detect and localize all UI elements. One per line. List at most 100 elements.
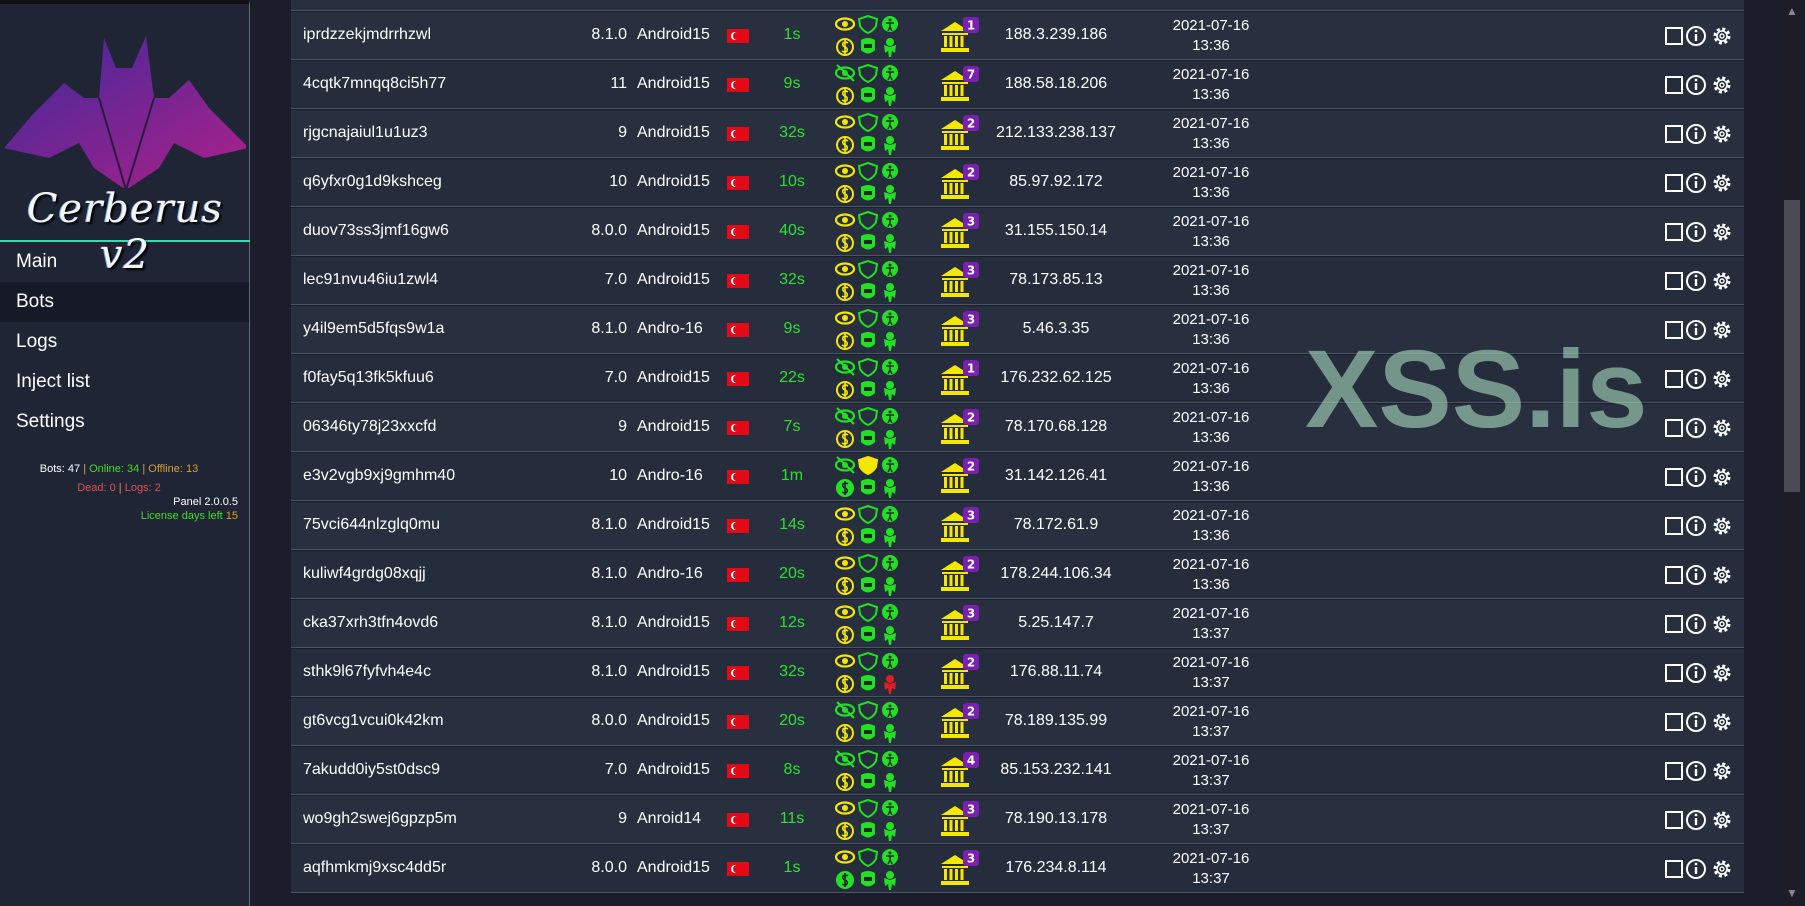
bank-icon[interactable]: 1 xyxy=(939,17,983,55)
accessibility-icon xyxy=(882,702,898,718)
bot-id[interactable]: cka37xrh3tfn4ovd6 xyxy=(303,614,439,631)
table-row[interactable]: kuliwf4grdg08xqjj 8.1.0 Andro-16 20s 2 1… xyxy=(291,551,1744,599)
nav-inject-list[interactable]: Inject list xyxy=(16,371,90,392)
bot-id[interactable]: f0fay5q13fk5kfuu6 xyxy=(303,369,434,386)
bot-id[interactable]: 75vci644nlzglq0mu xyxy=(303,516,440,533)
bank-icon[interactable]: 3 xyxy=(939,850,983,888)
bot-id[interactable]: iprdzzekjmdrrhzwl xyxy=(303,26,432,43)
bank-icon[interactable]: 1 xyxy=(939,360,983,398)
bank-icon[interactable]: 3 xyxy=(939,213,983,251)
bank-count: 2 xyxy=(967,411,975,425)
shield-icon xyxy=(857,259,879,280)
gear-icon xyxy=(1713,762,1731,780)
eye-icon xyxy=(834,17,856,31)
registered-date: 2021-07-16 13:36 xyxy=(1136,114,1286,154)
bot-id[interactable]: wo9gh2swej6gpzp5m xyxy=(303,810,457,827)
bank-icon[interactable]: 4 xyxy=(939,752,983,790)
bot-id[interactable]: 4cqtk7mnqq8ci5h77 xyxy=(303,75,447,92)
bot-id[interactable]: aqfhmkmj9xsc4dd5r xyxy=(303,859,447,876)
nav-logs[interactable]: Logs xyxy=(16,331,58,352)
bank-icon[interactable]: 2 xyxy=(939,458,983,496)
accessibility-icon xyxy=(882,408,898,424)
bank-icon[interactable]: 2 xyxy=(939,556,983,594)
bot-id[interactable]: e3v2vgb9xj9gmhm40 xyxy=(303,467,456,484)
bot-id[interactable]: lec91nvu46iu1zwl4 xyxy=(303,271,439,288)
android-version: 8.1.0 xyxy=(591,516,627,533)
bank-count: 2 xyxy=(967,558,975,572)
ip-address: 188.58.18.206 xyxy=(1004,75,1108,92)
select-checkbox xyxy=(1665,174,1683,192)
os-tag: Android15 xyxy=(637,271,710,288)
status-icons xyxy=(834,161,905,206)
table-row[interactable]: 06346ty78j23xxcfd 9 Android15 7s 2 78.17… xyxy=(291,404,1744,452)
table-row-partial xyxy=(291,0,1744,11)
shield-icon xyxy=(857,749,879,770)
table-row[interactable]: f0fay5q13fk5kfuu6 7.0 Android15 22s 1 17… xyxy=(291,355,1744,403)
stat-dead: Dead: 0 xyxy=(77,482,116,494)
table-row[interactable]: lec91nvu46iu1zwl4 7.0 Android15 32s 3 78… xyxy=(291,257,1744,305)
table-row[interactable]: sthk9l67fyfvh4e4c 8.1.0 Android15 32s 2 … xyxy=(291,649,1744,697)
select-checkbox xyxy=(1665,125,1683,143)
table-row[interactable]: rjgcnajaiul1u1uz3 9 Android15 32s 2 212.… xyxy=(291,110,1744,158)
bank-count: 3 xyxy=(967,313,975,327)
scroll-up-icon[interactable]: ▲ xyxy=(1786,4,1798,18)
bot-id[interactable]: duov73ss3jmf16gw6 xyxy=(303,222,449,239)
bot-id[interactable]: rjgcnajaiul1u1uz3 xyxy=(303,124,428,141)
nav-main[interactable]: Main xyxy=(16,251,58,272)
bank-icon[interactable]: 7 xyxy=(939,66,983,104)
registered-date: 2021-07-16 13:37 xyxy=(1136,653,1286,693)
table-row[interactable]: duov73ss3jmf16gw6 8.0.0 Android15 40s 3 … xyxy=(291,208,1744,256)
scrollbar-thumb[interactable] xyxy=(1784,200,1800,492)
gear-icon xyxy=(1713,566,1731,584)
logo: Cerberus v2 xyxy=(0,8,250,278)
table-row[interactable]: wo9gh2swej6gpzp5m 9 Anroid14 11s 3 78.19… xyxy=(291,796,1744,844)
table-row[interactable]: gt6vcg1vcui0k42km 8.0.0 Android15 20s 2 … xyxy=(291,698,1744,746)
bot-id[interactable]: gt6vcg1vcui0k42km xyxy=(303,712,444,729)
table-row[interactable]: 4cqtk7mnqq8ci5h77 11 Android15 9s 7 188.… xyxy=(291,61,1744,109)
last-seen: 22s xyxy=(779,369,805,386)
last-seen: 1s xyxy=(783,26,801,43)
nav-bots[interactable]: Bots xyxy=(0,282,249,322)
bank-icon[interactable]: 3 xyxy=(939,507,983,545)
bot-id[interactable]: kuliwf4grdg08xqjj xyxy=(303,565,426,582)
bank-icon[interactable]: 3 xyxy=(939,311,983,349)
info-icon xyxy=(1686,467,1706,487)
bot-id[interactable]: 06346ty78j23xxcfd xyxy=(303,418,437,435)
registered-date: 2021-07-16 13:36 xyxy=(1136,555,1286,595)
nav-settings[interactable]: Settings xyxy=(16,411,85,432)
bank-count: 7 xyxy=(967,68,975,82)
bank-icon[interactable]: 2 xyxy=(939,703,983,741)
table-row[interactable]: 7akudd0iy5st0dsc9 7.0 Android15 8s 4 85.… xyxy=(291,747,1744,795)
bank-icon[interactable]: 2 xyxy=(939,409,983,447)
bot-id[interactable]: y4il9em5d5fqs9w1a xyxy=(303,320,445,337)
table-row[interactable]: 75vci644nlzglq0mu 8.1.0 Android15 14s 3 … xyxy=(291,502,1744,550)
dollar-icon xyxy=(836,479,854,497)
table-row[interactable]: y4il9em5d5fqs9w1a 8.1.0 Andro-16 9s 3 5.… xyxy=(291,306,1744,354)
status-icons xyxy=(834,847,905,892)
dollar-icon xyxy=(836,773,854,791)
bank-count: 3 xyxy=(967,803,975,817)
accessibility-icon xyxy=(882,163,898,179)
bot-id[interactable]: sthk9l67fyfvh4e4c xyxy=(303,663,432,680)
bank-icon[interactable]: 2 xyxy=(939,115,983,153)
bank-icon[interactable]: 3 xyxy=(939,605,983,643)
bot-id[interactable]: q6yfxr0g1d9kshceg xyxy=(303,173,442,190)
table-row[interactable]: iprdzzekjmdrrhzwl 8.1.0 Android15 1s 1 1… xyxy=(291,12,1744,60)
bank-icon[interactable]: 2 xyxy=(939,654,983,692)
gear-icon xyxy=(1713,811,1731,829)
table-row[interactable]: q6yfxr0g1d9kshceg 10 Android15 10s 2 85.… xyxy=(291,159,1744,207)
bank-icon[interactable]: 2 xyxy=(939,164,983,202)
bank-icon[interactable]: 3 xyxy=(939,801,983,839)
eye-icon xyxy=(834,311,856,325)
row-actions xyxy=(1663,808,1743,832)
bot-id[interactable]: 7akudd0iy5st0dsc9 xyxy=(303,761,440,778)
row-actions xyxy=(1663,73,1743,97)
table-row[interactable]: aqfhmkmj9xsc4dd5r 8.0.0 Android15 1s 3 1… xyxy=(291,845,1744,893)
flag-turkey-icon xyxy=(727,764,749,778)
bank-icon[interactable]: 3 xyxy=(939,262,983,300)
select-checkbox xyxy=(1665,370,1683,388)
date: 2021-07-16 xyxy=(1172,17,1250,34)
scroll-down-icon[interactable]: ▼ xyxy=(1786,886,1798,900)
table-row[interactable]: e3v2vgb9xj9gmhm40 10 Andro-16 1m 2 31.14… xyxy=(291,453,1744,501)
table-row[interactable]: cka37xrh3tfn4ovd6 8.1.0 Android15 12s 3 … xyxy=(291,600,1744,648)
